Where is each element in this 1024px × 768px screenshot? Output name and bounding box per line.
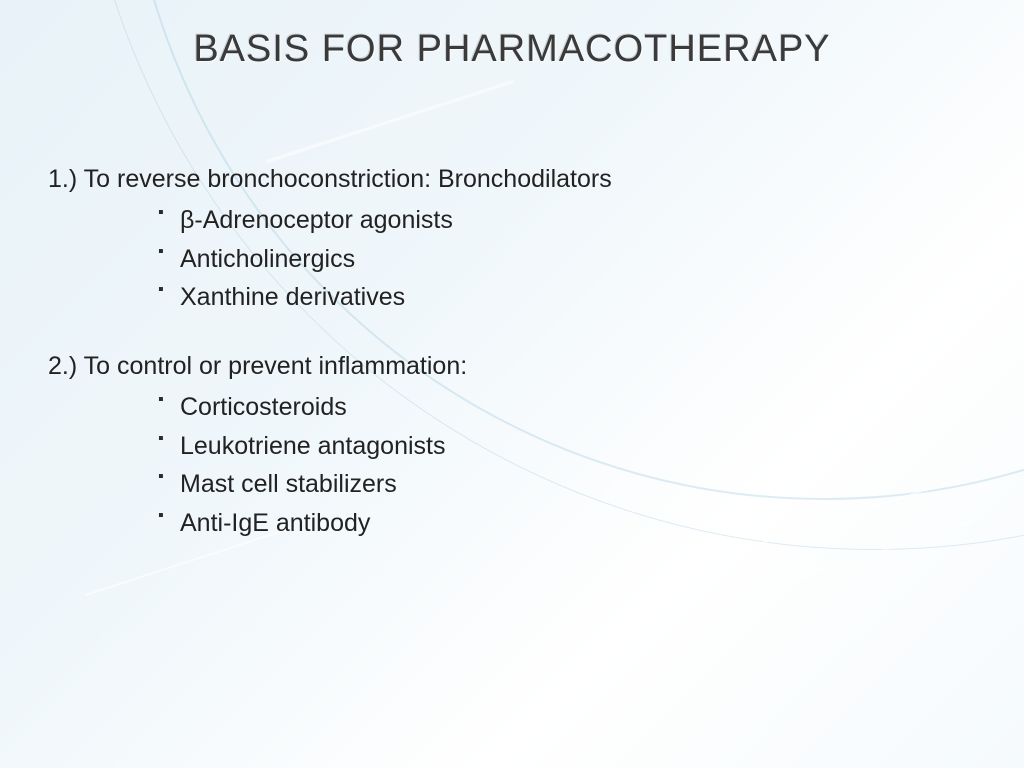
- list-item: Leukotriene antagonists: [158, 427, 964, 466]
- list-item: β-Adrenoceptor agonists: [158, 201, 964, 240]
- list-item: Mast cell stabilizers: [158, 465, 964, 504]
- section-list: β-Adrenoceptor agonists Anticholinergics…: [158, 201, 964, 317]
- list-item: Anticholinergics: [158, 240, 964, 279]
- list-item: Anti-IgE antibody: [158, 504, 964, 543]
- section-heading: 2.) To control or prevent inflammation:: [48, 347, 964, 386]
- section-list: Corticosteroids Leukotriene antagonists …: [158, 388, 964, 543]
- slide: BASIS FOR PHARMACOTHERAPY 1.) To reverse…: [0, 0, 1024, 768]
- slide-title: BASIS FOR PHARMACOTHERAPY: [0, 28, 1024, 71]
- section-heading: 1.) To reverse bronchoconstriction: Bron…: [48, 160, 964, 199]
- slide-body: 1.) To reverse bronchoconstriction: Bron…: [48, 160, 964, 573]
- list-item: Corticosteroids: [158, 388, 964, 427]
- list-item: Xanthine derivatives: [158, 278, 964, 317]
- decorative-streak: [266, 80, 514, 163]
